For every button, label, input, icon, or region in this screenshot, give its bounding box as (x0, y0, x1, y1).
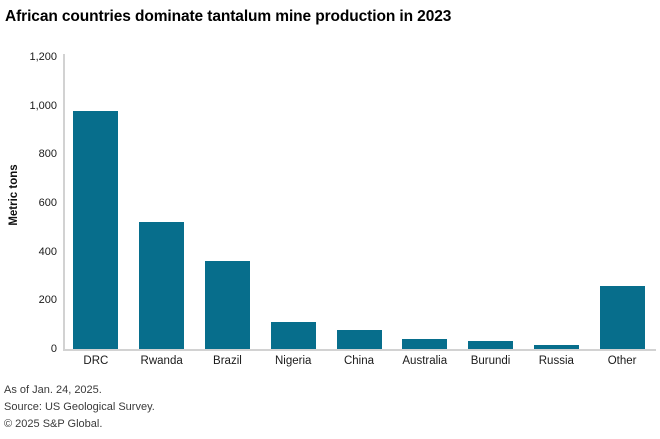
bar-china (336, 330, 382, 349)
bar-russia (533, 344, 579, 349)
bar-rwanda (139, 222, 185, 349)
bar-australia (402, 338, 448, 349)
bar-nigeria (270, 322, 316, 349)
y-tick-label: 600 (38, 197, 57, 209)
y-tick-label: 0 (50, 343, 57, 355)
bar-burundi (468, 340, 514, 349)
x-axis-line (63, 349, 656, 351)
chart-title: African countries dominate tantalum mine… (5, 8, 452, 25)
y-tick-label: 1,000 (29, 99, 57, 112)
y-axis-label: Metric tons (8, 164, 20, 226)
x-tick-label-other: Other (607, 355, 637, 367)
x-tick-label-australia: Australia (402, 355, 448, 367)
x-tick-label-burundi: Burundi (470, 355, 511, 367)
plot-area (63, 57, 655, 349)
y-tick-label: 200 (38, 294, 57, 307)
y-tick-label: 800 (38, 148, 57, 161)
bar-other (599, 286, 645, 349)
x-tick-label-rwanda: Rwanda (140, 355, 183, 367)
y-axis-line (63, 54, 65, 349)
footnote-as-of: As of Jan. 24, 2025. (4, 384, 102, 396)
footnote-copyright: © 2025 S&P Global. (4, 418, 103, 430)
y-tick-label: 400 (38, 245, 57, 258)
bar-brazil (204, 261, 250, 349)
x-tick-label-china: China (343, 355, 375, 367)
x-tick-label-nigeria: Nigeria (275, 355, 312, 367)
x-tick-label-russia: Russia (538, 355, 574, 367)
x-tick-label-drc: DRC (83, 355, 109, 367)
footnote-source: Source: US Geological Survey. (4, 401, 155, 413)
y-tick-label: 1,200 (29, 51, 57, 63)
chart-footnotes: As of Jan. 24, 2025. Source: US Geologic… (4, 382, 155, 433)
bar-drc (73, 110, 119, 349)
x-tick-label-brazil: Brazil (213, 355, 242, 367)
